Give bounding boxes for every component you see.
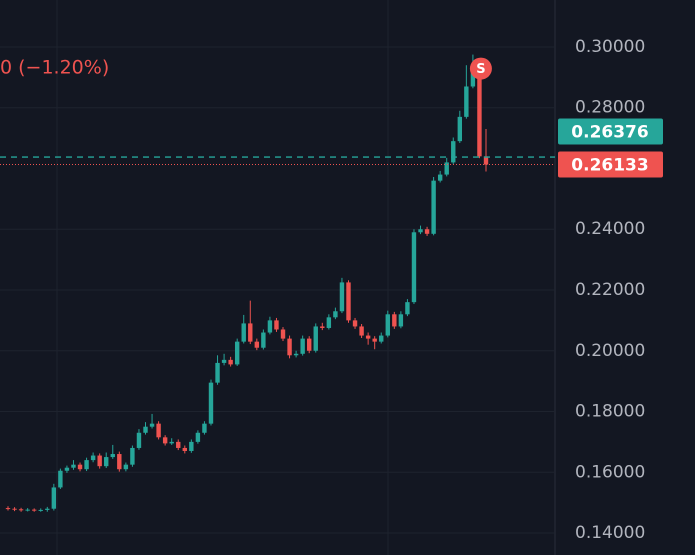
y-tick-label: 0.22000 xyxy=(575,280,645,300)
candle-body xyxy=(418,229,423,233)
candle-body xyxy=(25,509,30,511)
candle-body xyxy=(444,162,449,175)
candle-body xyxy=(411,232,417,303)
candle-body xyxy=(176,441,181,448)
candle-body xyxy=(457,116,463,142)
candle-body xyxy=(307,338,312,351)
candle-body xyxy=(320,326,325,328)
candle-body xyxy=(379,335,384,342)
candle-body xyxy=(169,441,174,444)
candle-body xyxy=(241,323,246,342)
candle-body xyxy=(470,68,476,87)
candle-body xyxy=(189,441,194,451)
candle-body xyxy=(130,447,135,465)
candle-body xyxy=(352,320,358,327)
prev-close-badge xyxy=(558,118,663,145)
candle-body xyxy=(280,329,286,339)
candle-body xyxy=(64,467,70,471)
candle-body xyxy=(90,455,96,461)
candle-body xyxy=(117,454,122,470)
candle-body xyxy=(333,311,338,318)
candle-body xyxy=(228,359,233,365)
candle-body xyxy=(208,382,214,424)
candle-body xyxy=(274,320,279,330)
candle-body xyxy=(431,180,436,234)
candle-body xyxy=(136,432,142,448)
candle-body xyxy=(221,359,227,363)
y-tick-label: 0.28000 xyxy=(575,98,645,118)
candle-body xyxy=(182,447,187,451)
candle-body xyxy=(339,282,345,312)
candle-body xyxy=(234,341,240,365)
candle-body xyxy=(71,464,76,468)
candle-body xyxy=(267,320,273,333)
candle-body xyxy=(77,464,83,470)
candle-body xyxy=(437,174,443,181)
candle-body xyxy=(483,156,489,165)
candle-body xyxy=(31,509,37,511)
candle-body xyxy=(97,455,102,467)
candle-body xyxy=(195,432,201,442)
candle-body xyxy=(202,423,207,433)
candle-body xyxy=(464,86,469,117)
prev-close-label: 0.26376 xyxy=(571,122,648,142)
candle-body xyxy=(215,362,220,383)
candle-body xyxy=(326,317,332,328)
candle-body xyxy=(359,326,364,336)
y-tick-label: 0.18000 xyxy=(575,402,645,422)
candle-body xyxy=(293,353,299,356)
last-price-label: 0.26133 xyxy=(571,155,648,175)
candle-body xyxy=(18,509,24,511)
candle-body xyxy=(104,457,109,467)
candle-body xyxy=(300,338,305,354)
y-tick-label: 0.16000 xyxy=(575,462,645,482)
signal-marker xyxy=(469,57,492,80)
candle-body xyxy=(477,68,482,157)
candle-body xyxy=(149,423,155,427)
candle-body xyxy=(248,323,253,342)
candle-body xyxy=(156,423,161,438)
candle-body xyxy=(110,454,115,458)
candle-body xyxy=(5,508,11,510)
header-change: 0 (−1.20%) xyxy=(0,57,109,79)
candle-body xyxy=(51,487,57,509)
candle-body xyxy=(385,314,390,336)
candle-body xyxy=(287,338,292,356)
y-tick-label: 0.24000 xyxy=(575,219,645,239)
candle-body xyxy=(12,508,17,510)
candle-body xyxy=(162,437,168,444)
y-tick-label: 0.20000 xyxy=(575,341,645,361)
candle-body xyxy=(398,314,404,327)
candle-body xyxy=(143,426,148,433)
candle-body xyxy=(84,460,89,470)
candle-body xyxy=(38,509,43,511)
last-price-badge xyxy=(558,151,663,178)
candle-body xyxy=(346,282,351,321)
candle-body xyxy=(58,470,63,488)
candle-body xyxy=(45,508,50,510)
candle-body xyxy=(372,338,377,342)
candle-body xyxy=(451,141,456,163)
candle-body xyxy=(392,314,397,327)
y-tick-label: 0.30000 xyxy=(575,37,645,57)
candle-body xyxy=(254,341,260,348)
candle-body xyxy=(261,332,266,348)
signal-marker-label: S xyxy=(476,62,485,77)
y-tick-label: 0.14000 xyxy=(575,523,645,543)
candle-body xyxy=(405,302,410,315)
candle-body xyxy=(123,464,129,470)
candle-body xyxy=(313,326,318,351)
candle-body xyxy=(424,229,430,234)
candle-body xyxy=(365,335,371,339)
